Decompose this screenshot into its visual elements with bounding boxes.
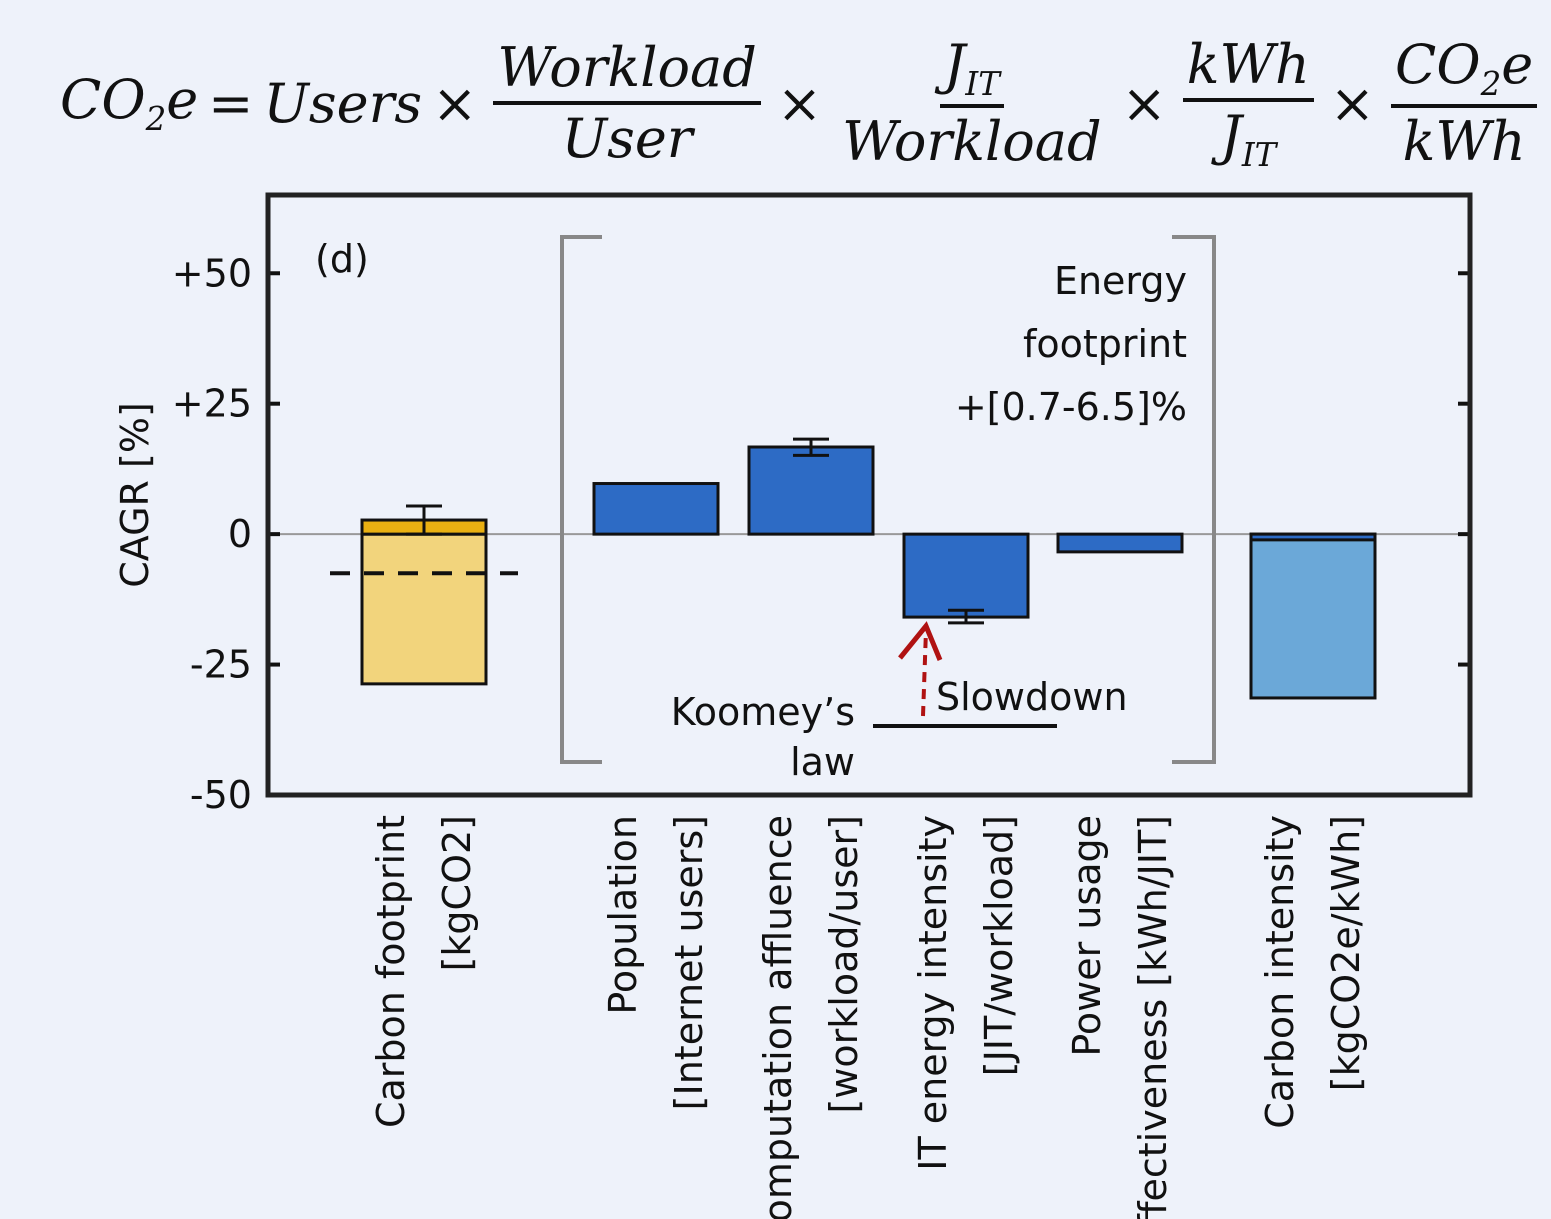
math-sub: 2 [145, 99, 167, 138]
math-base: CO [60, 68, 146, 132]
numerator: CO2e [1391, 32, 1538, 109]
math-base: User [561, 107, 693, 170]
x-tick-label: [kgCO2] [435, 815, 479, 971]
x-tick-label: [Internet users] [667, 815, 711, 1110]
y-tick-label: -50 [190, 773, 252, 817]
arrow-head [898, 621, 943, 661]
annotation: Slowdown [936, 675, 1128, 719]
bar [1249, 532, 1377, 700]
annotation: law [790, 740, 855, 784]
math-term: kWh [1403, 110, 1526, 173]
bar [1249, 532, 1377, 542]
x-tick-label: Computation affluence [756, 815, 800, 1219]
arrow [921, 629, 928, 717]
math-sub: IT [1241, 135, 1277, 174]
denominator: kWh [1399, 108, 1530, 173]
plot-frame [265, 192, 1473, 798]
y-tick-label: +25 [172, 382, 252, 426]
math-base: J [1220, 103, 1242, 167]
fraction: CO2e kWh [1391, 32, 1538, 173]
times: × [1121, 71, 1167, 135]
fraction: kWh JIT [1182, 33, 1314, 174]
bar [360, 532, 488, 686]
math-sub: 2 [1480, 64, 1502, 103]
math-term: Workload [497, 36, 756, 99]
times: × [776, 71, 823, 135]
bracket [1172, 235, 1216, 764]
math-term: CO2e [60, 68, 198, 138]
math-term: JIT [1220, 103, 1276, 174]
numerator: JIT [939, 32, 1004, 109]
times: × [1329, 71, 1376, 135]
y-axis-label: CAGR [%] [113, 402, 157, 588]
x-tick-label: [workload/user] [822, 815, 866, 1114]
annotation: Koomey’s [671, 690, 855, 734]
math-tail: e [1501, 32, 1534, 96]
y-tick-label: -25 [190, 643, 252, 687]
x-tick-label: effectiveness [kWh/JIT] [1131, 815, 1175, 1219]
x-tick-label: IT energy intensity [911, 815, 955, 1171]
math-base: Workload [842, 110, 1102, 174]
x-tick-label: [JIT/workload] [977, 815, 1021, 1076]
math-term: JIT [943, 32, 1000, 103]
math-term: kWh [1187, 33, 1310, 96]
annotation: Energy [1054, 259, 1187, 303]
bar [747, 445, 875, 536]
math-tail: e [166, 68, 199, 132]
denominator: User [558, 105, 697, 170]
math-sub: IT [965, 64, 1000, 103]
math-term: Users [263, 71, 423, 135]
math-term: Workload [842, 110, 1101, 173]
annotation: footprint [1023, 322, 1187, 366]
numerator: kWh [1182, 33, 1314, 102]
equation: CO2e = Users × Workload User × JIT Workload × kWh J… [60, 28, 1543, 178]
numerator: Workload [493, 36, 761, 105]
bracket [560, 235, 602, 764]
x-tick-label: Population [601, 815, 645, 1015]
times: × [432, 71, 478, 135]
denominator: JIT [1216, 102, 1280, 174]
x-tick-label: Carbon intensity [1258, 815, 1302, 1129]
panel-label: (d) [315, 237, 369, 281]
math-term: CO2e [1395, 32, 1534, 103]
math-term: User [562, 107, 693, 170]
fraction: Workload User [493, 36, 761, 170]
annotation: +[0.7-6.5]% [955, 385, 1187, 429]
math-base: Workload [497, 36, 757, 99]
x-tick-label: [kgCO2e/kWh] [1324, 815, 1368, 1091]
bar [592, 482, 720, 536]
math-base: kWh [1402, 110, 1526, 174]
y-tick-label: 0 [228, 512, 252, 556]
bar [1056, 532, 1184, 554]
math-base: CO [1395, 32, 1481, 96]
math-base: J [943, 32, 966, 96]
denominator: Workload [838, 108, 1105, 173]
y-tick-label: +50 [172, 251, 252, 295]
fraction: JIT Workload [838, 33, 1105, 174]
math-base: kWh [1186, 32, 1310, 96]
equals: = [208, 71, 254, 135]
bar [902, 532, 1030, 619]
x-tick-label: Power usage [1065, 815, 1109, 1057]
x-tick-label: Carbon footprint [369, 815, 413, 1128]
